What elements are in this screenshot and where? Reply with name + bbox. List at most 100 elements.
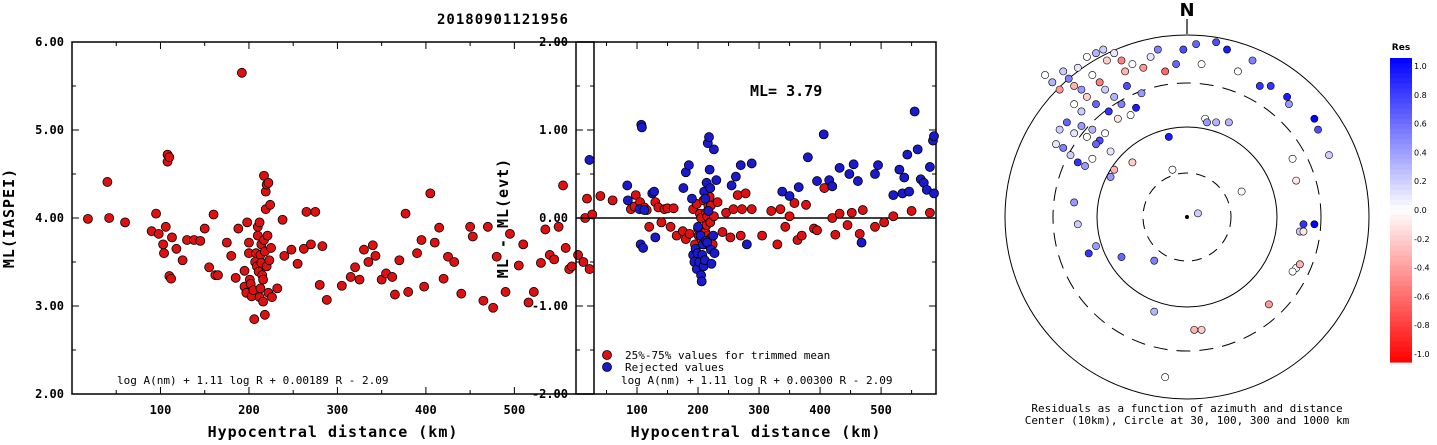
data-point [258,274,269,285]
data-point [827,213,838,223]
colorbar: Res 1.0 0.8 0.6 0.4 0.2 0.0 -0.2 -0.4 -0.6 -0.8 -1… [1390,43,1430,363]
data-point [772,239,783,250]
station-marker [1077,122,1086,130]
station-marker [1212,118,1221,127]
data-point [120,217,130,228]
colorbar-cell [1390,321,1412,328]
station-marker [1070,82,1079,90]
station-marker [1073,158,1082,167]
data-point [310,206,321,217]
station-marker [1110,49,1119,58]
data-point [263,177,274,188]
station-marker [1212,38,1221,47]
data-point [456,288,467,299]
colorbar-cell [1390,215,1412,221]
station-marker [1197,325,1206,334]
station-marker [1066,151,1075,160]
data-point [367,240,378,251]
data-point [796,230,807,241]
colorbar-cell [1390,194,1412,201]
station-marker [1132,103,1140,112]
data-point [102,177,113,187]
colorbar-cell [1390,225,1412,231]
colorbar-cell [1390,301,1412,307]
station-marker [1179,45,1188,54]
data-point [687,193,697,204]
colorbar-cell [1390,204,1412,211]
left-xlabel: Hypocentral distance (km) [208,423,459,441]
data-point [802,152,813,163]
data-point [259,170,269,181]
left-chart: 100 200 300 400 500 2.00 3.00 4.00 5.00 6.00 Hypo… [0,35,598,441]
station-marker [1161,373,1170,382]
colorbar-cell [1390,291,1412,297]
data-point [239,265,250,276]
colorbar-cell [1390,123,1412,130]
colorbar-cell [1390,88,1412,95]
data-point [709,248,720,259]
colorbar-tick-label: -0.6 [1414,292,1430,301]
data-point [735,230,746,241]
data-point [443,251,453,262]
data-point [166,273,176,284]
colorbar-tick-label: 0.4 [1414,148,1427,157]
data-point [834,208,845,219]
left-plot-frame [71,41,595,395]
data-point [536,257,546,268]
data-point [226,250,237,261]
colorbar-cell [1390,316,1412,323]
station-marker [1168,165,1177,174]
data-point [513,260,524,271]
data-point [708,144,719,155]
station-marker [1055,85,1064,94]
colorbar-cell [1390,98,1412,105]
data-point [151,208,161,219]
colorbar-cell [1390,164,1412,171]
colorbar-cell [1390,113,1412,120]
colorbar-tick-label: 0.0 [1414,206,1427,215]
station-marker [1197,60,1206,69]
data-point [775,204,786,215]
data-point [523,297,534,308]
circle-100km [1096,126,1278,308]
data-point [488,302,499,313]
middle-x-tick-label: 400 [809,403,831,417]
colorbar-cell [1390,139,1412,145]
left-x-tick-label: 200 [238,403,260,417]
middle-formula: log A(nm) + 1.11 log R + 0.00300 R - 2.0… [621,374,893,387]
left-formula: log A(nm) + 1.11 log R + 0.00189 R - 2.0… [117,374,389,387]
colorbar-cell [1390,220,1412,226]
station-marker [1288,154,1297,163]
data-point [780,221,791,232]
data-point [171,243,182,254]
station-marker [1314,125,1322,134]
colorbar-cell [1390,199,1412,206]
data-point [233,223,244,234]
data-point [104,213,115,223]
data-point [230,272,241,283]
colorbar-cell [1390,189,1412,196]
data-point [784,211,795,222]
data-point [622,195,633,206]
data-point [726,180,737,191]
data-point [924,162,935,172]
station-marker [1073,220,1082,229]
colorbar-cell [1390,296,1412,302]
station-marker [1153,45,1162,54]
data-point [553,221,564,232]
data-point [830,229,841,240]
colorbar-cell [1390,144,1412,150]
data-point [465,221,476,232]
colorbar-title: Res [1392,43,1410,53]
data-point [700,193,711,204]
station-marker [1099,45,1108,54]
data-point [924,207,935,218]
station-marker [1295,260,1304,269]
data-point [717,227,728,237]
station-marker [1164,133,1173,141]
data-point [566,261,577,272]
station-marker [1310,114,1319,123]
polar-stations [1041,38,1333,382]
